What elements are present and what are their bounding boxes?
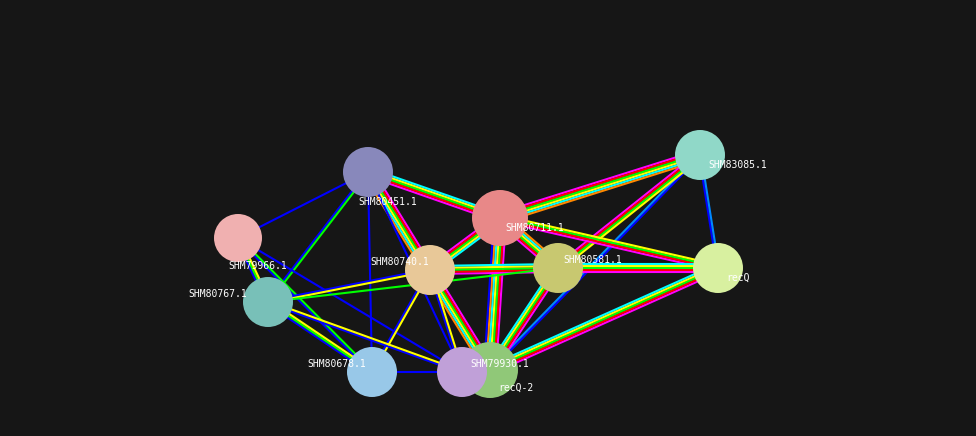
- Text: SHM79966.1: SHM79966.1: [228, 261, 287, 271]
- Text: recQ-2: recQ-2: [498, 383, 533, 393]
- Text: recQ: recQ: [726, 273, 750, 283]
- Circle shape: [675, 130, 725, 180]
- Circle shape: [347, 347, 397, 397]
- Circle shape: [214, 214, 262, 262]
- Text: SHM83085.1: SHM83085.1: [708, 160, 767, 170]
- Text: SHM80740.1: SHM80740.1: [370, 257, 428, 267]
- Text: SHM80581.1: SHM80581.1: [563, 255, 622, 265]
- Circle shape: [693, 243, 743, 293]
- Text: SHM79930.1: SHM79930.1: [470, 359, 529, 369]
- Text: SHM80767.1: SHM80767.1: [188, 289, 247, 299]
- Circle shape: [533, 243, 583, 293]
- Circle shape: [472, 190, 528, 246]
- Circle shape: [462, 342, 518, 398]
- Circle shape: [437, 347, 487, 397]
- Text: SHM80678.1: SHM80678.1: [307, 359, 366, 369]
- Circle shape: [343, 147, 393, 197]
- Circle shape: [243, 277, 293, 327]
- Text: SHM80711.1: SHM80711.1: [505, 223, 564, 233]
- Circle shape: [405, 245, 455, 295]
- Text: SHM80451.1: SHM80451.1: [358, 197, 417, 207]
